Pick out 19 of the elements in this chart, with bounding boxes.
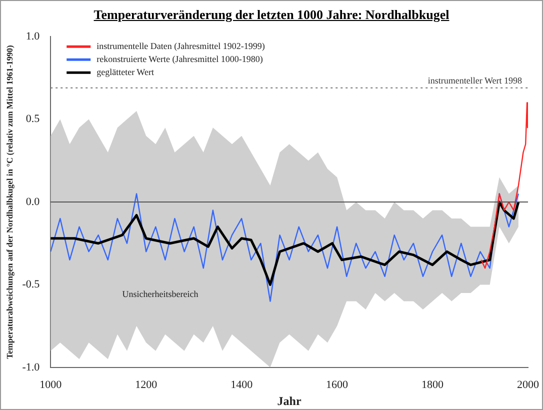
x-tick-label: 1600	[326, 378, 349, 391]
x-tick-label: 1000	[40, 378, 62, 391]
x-tick-label: 1800	[422, 378, 444, 391]
y-tick-label: 1.0	[26, 30, 40, 42]
x-tick-label: 2000	[517, 378, 540, 391]
annotation: Unsicherheitsbereich	[122, 288, 199, 299]
ref-line-label: instrumenteller Wert 1998	[428, 76, 522, 86]
y-axis-title: Temperaturabweichungen auf der Nordhalbkugel in °C (relativ zum Mittel 1961-1990)	[4, 44, 14, 359]
x-axis-title: Jahr	[277, 394, 302, 408]
y-tick-label: -1.0	[22, 361, 40, 374]
y-tick-label: -0.5	[22, 278, 40, 291]
chart-title: Temperaturveränderung der letzten 1000 Jahre: Nordhalbkugel	[92, 7, 450, 23]
y-tick-label: 0.5	[26, 113, 40, 126]
y-tick-label: 0.0	[26, 196, 40, 208]
legend-label: instrumentelle Daten (Jahresmittel 1902-1999)	[96, 40, 265, 51]
x-tick-label: 1200	[135, 378, 158, 391]
legend-label: geglätteter Wert	[96, 66, 154, 77]
x-tick-label: 1400	[230, 378, 254, 391]
legend-label: rekonstruierte Werte (Jahresmittel 1000-1980)	[96, 54, 263, 64]
